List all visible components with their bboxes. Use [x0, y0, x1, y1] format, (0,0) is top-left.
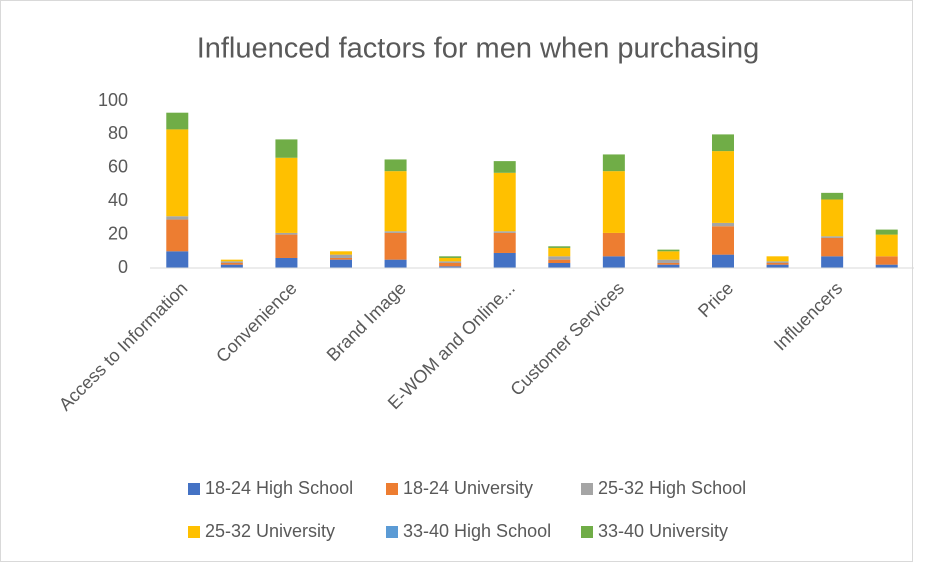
bar-segment [384, 259, 407, 268]
bar-segment [166, 219, 189, 252]
bar-segment [712, 151, 734, 223]
legend-swatch [581, 483, 593, 495]
bar-segment [657, 262, 680, 265]
bar-segment [602, 154, 625, 172]
bar-segment [439, 266, 462, 268]
bar-segment [439, 256, 462, 258]
bar-segment [166, 129, 189, 217]
bar-segment [875, 264, 898, 268]
bar-segment [712, 222, 734, 227]
bar-segment [384, 231, 407, 233]
bar-segment [275, 234, 298, 258]
bar-segment [275, 139, 298, 158]
bar-segment [548, 247, 571, 257]
bar-segment [166, 251, 189, 268]
legend-label: 33-40 High School [403, 521, 551, 541]
bar-segment [493, 161, 516, 173]
chart-title: Influenced factors for men when purchasi… [197, 33, 760, 65]
bar-segment [330, 254, 352, 258]
legend-label: 25-32 University [205, 521, 335, 541]
bar-segment [384, 159, 407, 172]
bar-segment [548, 259, 571, 263]
bar-segment [875, 234, 898, 257]
bar-segment [821, 237, 844, 257]
bar-segment [330, 259, 352, 268]
bar-segment [548, 262, 571, 268]
y-tick-label: 0 [118, 257, 128, 277]
bar-segment [220, 264, 243, 268]
bar-segment [821, 192, 844, 200]
bar-segment [712, 254, 734, 268]
bar-segment [439, 257, 462, 262]
legend-label: 18-24 University [403, 478, 533, 498]
bar-segment [766, 261, 789, 263]
bar-segment [493, 232, 516, 253]
bar-segment [766, 264, 789, 268]
bar-segment [657, 251, 680, 260]
bar-segment [220, 261, 243, 263]
bar-segment [548, 256, 571, 260]
bar-segment [439, 262, 462, 267]
legend-swatch [188, 526, 200, 538]
bar-segment [602, 232, 625, 257]
bar-segment [712, 134, 734, 152]
y-tick-label: 40 [108, 190, 128, 210]
y-tick-label: 80 [108, 123, 128, 143]
bar-segment [766, 262, 789, 265]
bar-segment [330, 257, 352, 260]
bar-segment [657, 259, 680, 263]
bar-segment [875, 229, 898, 235]
bar-segment [657, 264, 680, 268]
bar-segment [275, 257, 298, 268]
bar-segment [166, 216, 189, 220]
bar-segment [493, 252, 516, 268]
bar-segment [602, 256, 625, 268]
bar-segment [220, 262, 243, 265]
bar-segment [821, 256, 844, 268]
bar-segment [493, 172, 516, 232]
bar-segment [766, 256, 789, 262]
bar-segment [220, 259, 243, 262]
y-tick-label: 20 [108, 223, 128, 243]
legend-swatch [188, 483, 200, 495]
y-tick-label: 100 [98, 90, 128, 110]
bar-segment [821, 236, 844, 238]
legend-swatch [581, 526, 593, 538]
legend-label: 25-32 High School [598, 478, 746, 498]
y-tick-label: 60 [108, 157, 128, 177]
bar-segment [439, 261, 462, 263]
bar-segment [875, 256, 898, 265]
bar-segment [657, 249, 680, 252]
bar-segment [166, 112, 189, 130]
bar-segment [821, 199, 844, 237]
legend-label: 18-24 High School [205, 478, 353, 498]
bar-segment [275, 157, 298, 233]
bar-segment [330, 251, 352, 255]
bar-segment [548, 246, 571, 248]
bar-segment [602, 171, 625, 233]
bar-segment [493, 231, 516, 233]
legend-swatch [386, 526, 398, 538]
bar-segment [712, 226, 734, 255]
bar-segment [275, 232, 298, 235]
bar-segment [384, 171, 407, 232]
legend-swatch [386, 483, 398, 495]
legend-label: 33-40 University [598, 521, 728, 541]
bar-segment [384, 232, 407, 260]
